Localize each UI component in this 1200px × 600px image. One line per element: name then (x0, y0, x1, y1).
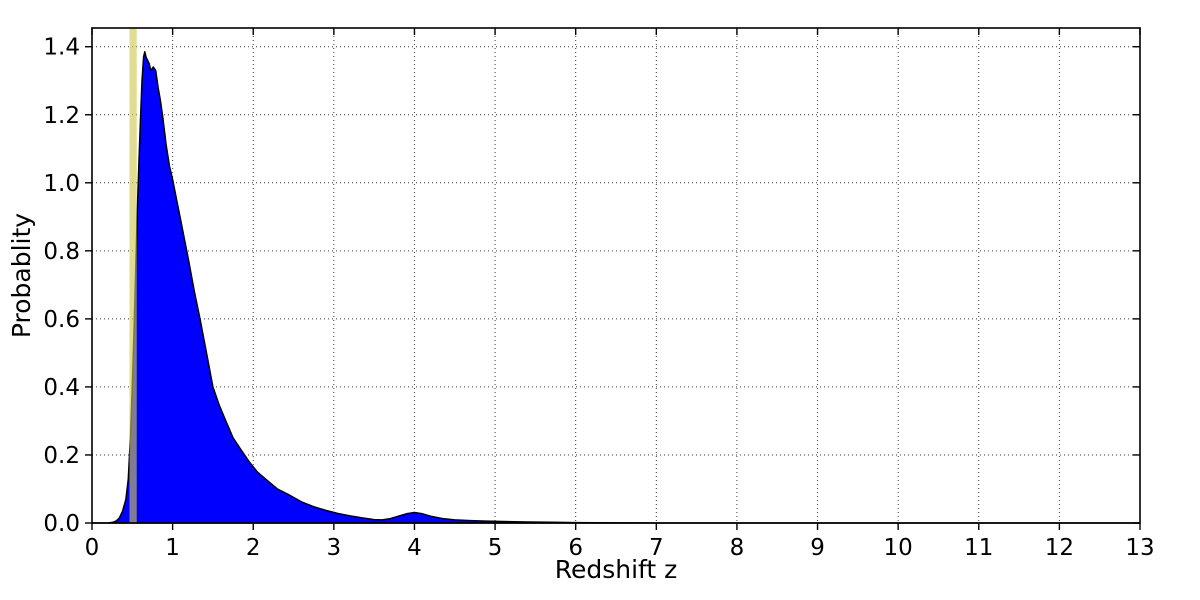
x-tick-label: 13 (1125, 535, 1154, 561)
x-tick-label: 10 (884, 535, 913, 561)
x-tick-label: 0 (85, 535, 100, 561)
x-tick-label: 7 (649, 535, 664, 561)
x-tick-label: 2 (246, 535, 261, 561)
x-axis-label: Redshift z (555, 555, 678, 584)
highlight-band (129, 28, 137, 523)
plot-frame (91, 27, 1141, 524)
y-tick-label: 1.4 (43, 35, 80, 61)
x-tick-label: 11 (964, 535, 993, 561)
x-tick-label: 1 (165, 535, 180, 561)
y-tick-label: 0.2 (43, 443, 80, 469)
x-tick-label: 5 (488, 535, 503, 561)
x-tick-label: 8 (730, 535, 745, 561)
grid-layer (92, 28, 1141, 523)
y-tick-label: 0.0 (43, 511, 80, 537)
y-tick-label: 1.0 (43, 171, 80, 197)
x-tick-label: 12 (1045, 535, 1074, 561)
y-axis-label: Probablity (7, 213, 36, 338)
x-tick-label: 6 (568, 535, 583, 561)
x-tick-label: 9 (810, 535, 825, 561)
y-tick-label: 0.8 (43, 239, 80, 265)
series-layer (91, 51, 1141, 524)
axes-layer (85, 27, 1141, 530)
x-tick-label: 3 (327, 535, 342, 561)
y-tick-label: 0.4 (43, 375, 80, 401)
y-tick-label: 0.6 (43, 307, 80, 333)
x-tick-label: 4 (407, 535, 422, 561)
y-tick-label: 1.2 (43, 103, 80, 129)
vspan-layer (129, 28, 137, 523)
probability-curve (91, 51, 1141, 524)
ticklabel-layer: 0 1 2 3 4 5 6 7 8 9 10 11 12 130.00.20.40.60.81.01.21… (43, 35, 1154, 561)
